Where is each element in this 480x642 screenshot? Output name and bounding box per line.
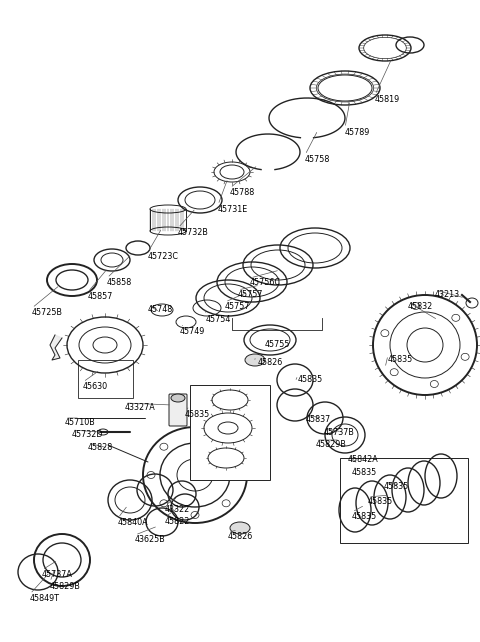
Text: 45835: 45835	[298, 375, 323, 384]
Text: 45837: 45837	[306, 415, 331, 424]
Text: 45749: 45749	[180, 327, 205, 336]
Text: 45737B: 45737B	[324, 428, 355, 437]
Text: 45832: 45832	[408, 302, 433, 311]
Ellipse shape	[461, 353, 469, 360]
Text: 43213: 43213	[435, 290, 460, 299]
Ellipse shape	[160, 499, 168, 507]
Text: 45840A: 45840A	[118, 518, 149, 527]
Ellipse shape	[245, 354, 265, 366]
Text: 45835: 45835	[388, 355, 413, 364]
Text: 45826: 45826	[258, 358, 283, 367]
Text: 45829B: 45829B	[50, 582, 81, 591]
Text: 45725B: 45725B	[32, 308, 63, 317]
Ellipse shape	[390, 369, 398, 376]
Text: 45849T: 45849T	[30, 594, 60, 603]
Text: 45835: 45835	[384, 482, 409, 491]
Text: 45755: 45755	[265, 340, 290, 349]
Ellipse shape	[147, 471, 155, 478]
FancyBboxPatch shape	[169, 394, 187, 426]
Text: 45758: 45758	[305, 155, 330, 164]
Text: 43625B: 43625B	[135, 535, 166, 544]
Text: 45788: 45788	[230, 188, 255, 197]
Ellipse shape	[381, 330, 389, 336]
Text: 43327A: 43327A	[125, 403, 156, 412]
Text: 45754: 45754	[206, 315, 231, 324]
Ellipse shape	[191, 512, 199, 519]
Text: 45842A: 45842A	[348, 455, 379, 464]
Text: 45737A: 45737A	[42, 570, 73, 579]
Text: 45732D: 45732D	[72, 430, 104, 439]
Text: 45630: 45630	[83, 382, 108, 391]
Text: 45748: 45748	[148, 305, 173, 314]
Text: 45819: 45819	[375, 95, 400, 104]
Text: 45826: 45826	[228, 532, 253, 541]
Ellipse shape	[222, 499, 230, 507]
Text: 45835: 45835	[368, 497, 393, 506]
Text: 45757: 45757	[238, 290, 264, 299]
Bar	[190, 385, 270, 480]
Text: 43322: 43322	[165, 505, 190, 514]
Ellipse shape	[191, 431, 199, 438]
Text: 45789: 45789	[345, 128, 371, 137]
Text: 45835: 45835	[352, 468, 377, 477]
Ellipse shape	[430, 381, 438, 388]
Ellipse shape	[412, 302, 420, 309]
Ellipse shape	[171, 394, 185, 402]
Text: 45835: 45835	[185, 410, 210, 419]
Bar	[78, 360, 133, 398]
Ellipse shape	[230, 522, 250, 534]
Text: 45822: 45822	[165, 517, 191, 526]
Polygon shape	[50, 335, 62, 360]
Text: 45835: 45835	[352, 512, 377, 521]
Ellipse shape	[235, 471, 243, 478]
Text: 45757: 45757	[225, 302, 251, 311]
Text: 45723C: 45723C	[148, 252, 179, 261]
Ellipse shape	[222, 443, 230, 450]
Text: 45732B: 45732B	[178, 228, 209, 237]
Text: 45710B: 45710B	[65, 418, 96, 427]
Text: 45731E: 45731E	[218, 205, 248, 214]
Text: 45756C: 45756C	[250, 278, 281, 287]
Text: 45829B: 45829B	[316, 440, 347, 449]
Text: 45857: 45857	[88, 292, 113, 301]
Ellipse shape	[160, 443, 168, 450]
Ellipse shape	[452, 315, 460, 321]
Bar	[340, 458, 468, 543]
Text: 45828: 45828	[88, 443, 113, 452]
Text: 45858: 45858	[107, 278, 132, 287]
